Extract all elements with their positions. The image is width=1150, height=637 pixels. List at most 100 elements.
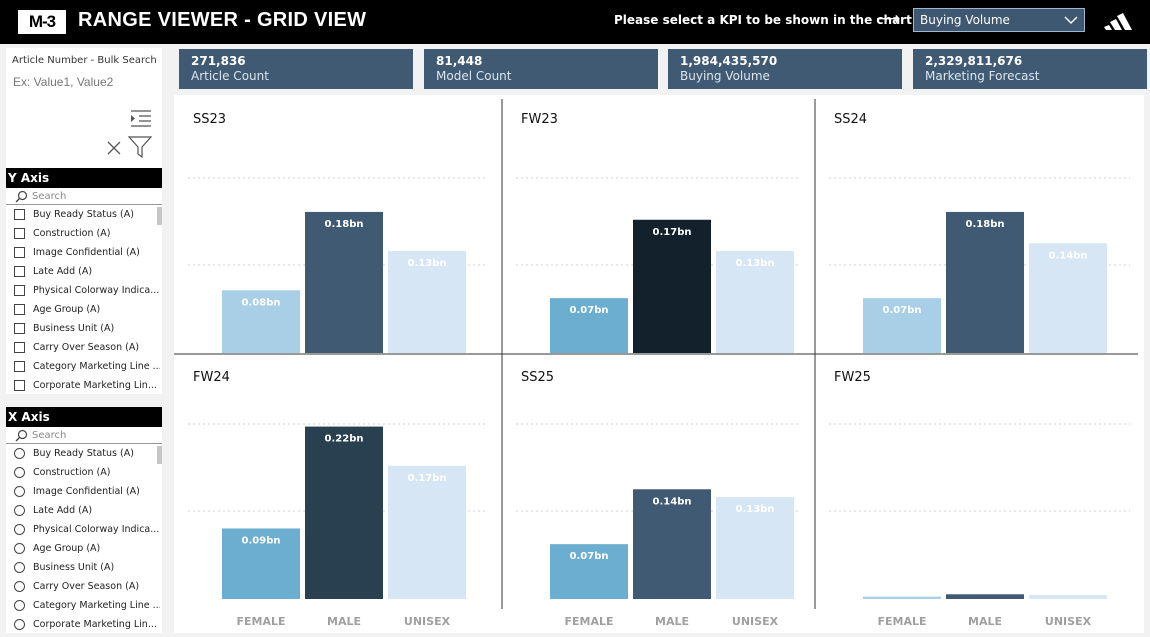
data-label: 0.07bn (883, 305, 922, 316)
y-axis-item-label: Corporate Marketing Lin... (33, 380, 157, 391)
radio-button[interactable] (14, 448, 25, 459)
bar-unisex (388, 251, 466, 353)
data-label: 0.13bn (736, 258, 775, 269)
sidebar: Article Number - Bulk Search Ex: Value1,… (0, 44, 168, 633)
category-tick-label: MALE (655, 615, 689, 628)
radio-button[interactable] (14, 543, 25, 554)
data-label: 0.09bn (242, 535, 281, 546)
kpi-label: Article Count (191, 69, 269, 83)
data-label: 0.17bn (653, 227, 692, 238)
data-label: 0.18bn (966, 219, 1005, 230)
radio-button[interactable] (14, 600, 25, 611)
clear-icon[interactable] (106, 140, 122, 156)
x-axis-item[interactable]: Carry Over Season (A) (6, 577, 160, 596)
y-axis-item-label: Category Marketing Line ... (33, 361, 160, 372)
y-axis-item-label: Construction (A) (33, 228, 111, 239)
data-label: 0.14bn (1049, 250, 1088, 261)
x-axis-item[interactable]: Construction (A) (6, 463, 160, 482)
kpi-card-marketing-forecast: 2,329,811,676 Marketing Forecast (908, 49, 1147, 89)
checkbox[interactable] (14, 228, 25, 239)
bar-female (222, 528, 300, 599)
y-axis-item[interactable]: Corporate Marketing Lin... (6, 376, 160, 395)
y-axis-item[interactable]: Construction (A) (6, 224, 160, 243)
x-axis-item-label: Buy Ready Status (A) (33, 448, 134, 459)
data-label: 0.08bn (242, 297, 281, 308)
y-axis-item[interactable]: Age Group (A) (6, 300, 160, 319)
kpi-dropdown[interactable]: Buying Volume (913, 8, 1085, 32)
list-indent-icon[interactable] (130, 108, 152, 128)
y-axis-item[interactable]: Category Marketing Line ... (6, 357, 160, 376)
panel-title: SS25 (521, 370, 554, 385)
checkbox[interactable] (14, 285, 25, 296)
bar-male (946, 594, 1024, 599)
radio-button[interactable] (14, 562, 25, 573)
checkbox[interactable] (14, 266, 25, 277)
x-axis-search-placeholder: Search (32, 430, 67, 441)
x-axis-item[interactable]: Image Confidential (A) (6, 482, 160, 501)
radio-button[interactable] (14, 619, 25, 630)
kpi-label: Model Count (436, 69, 512, 83)
bar-unisex (716, 497, 794, 599)
kpi-card-article-count: 271,836 Article Count (174, 49, 413, 89)
kpi-prompt-label: Please select a KPI to be shown in the c… (614, 13, 912, 27)
checkbox[interactable] (14, 209, 25, 220)
bar-female (222, 290, 300, 353)
checkbox[interactable] (14, 380, 25, 391)
checkbox[interactable] (14, 361, 25, 372)
panel-title: FW25 (834, 370, 871, 385)
x-axis-item[interactable]: Age Group (A) (6, 539, 160, 558)
y-axis-item[interactable]: Carry Over Season (A) (6, 338, 160, 357)
radio-button[interactable] (14, 505, 25, 516)
x-axis-item-label: Construction (A) (33, 467, 111, 478)
data-label: 0.22bn (325, 434, 364, 445)
bulk-search-title: Article Number - Bulk Search (12, 55, 157, 66)
data-label: 0.13bn (408, 258, 447, 269)
y-axis-panel: Y Axis Search Buy Ready Status (A) Const… (6, 168, 162, 394)
arrow-right-icon: ⟶ (876, 9, 901, 29)
x-axis-item[interactable]: Business Unit (A) (6, 558, 160, 577)
x-axis-item-label: Carry Over Season (A) (33, 581, 140, 592)
y-axis-item[interactable]: Buy Ready Status (A) (6, 205, 160, 224)
x-axis-item[interactable]: Corporate Marketing Lin... (6, 615, 160, 634)
y-axis-search[interactable]: Search (6, 188, 162, 205)
y-axis-list: Buy Ready Status (A) Construction (A) Im… (6, 205, 162, 395)
kpi-label: Marketing Forecast (925, 69, 1040, 83)
checkbox[interactable] (14, 304, 25, 315)
x-axis-item[interactable]: Late Add (A) (6, 501, 160, 520)
y-axis-scrollbar[interactable] (157, 207, 162, 225)
x-axis-item[interactable]: Buy Ready Status (A) (6, 444, 160, 463)
panel-title: FW23 (521, 112, 558, 127)
radio-button[interactable] (14, 524, 25, 535)
y-axis-item[interactable]: Late Add (A) (6, 262, 160, 281)
y-axis-item[interactable]: Image Confidential (A) (6, 243, 160, 262)
radio-button[interactable] (14, 467, 25, 478)
checkbox[interactable] (14, 323, 25, 334)
y-axis-item[interactable]: Business Unit (A) (6, 319, 160, 338)
x-axis-item[interactable]: Category Marketing Line ... (6, 596, 160, 615)
y-axis-item-label: Business Unit (A) (33, 323, 115, 334)
category-tick-label: UNISEX (1045, 615, 1092, 628)
bar-male (633, 219, 711, 353)
bar-female (863, 298, 941, 353)
bar-unisex (1029, 595, 1107, 599)
data-label: 0.13bn (736, 504, 775, 515)
radio-button[interactable] (14, 486, 25, 497)
x-axis-item-label: Category Marketing Line ... (33, 600, 160, 611)
small-multiples-chart: SS23 0.08bn 0.18bn 0.13bn FW23 0.07bn 0.17bn 0.… (174, 99, 1138, 628)
checkbox[interactable] (14, 342, 25, 353)
radio-button[interactable] (14, 581, 25, 592)
x-axis-scrollbar[interactable] (157, 446, 162, 464)
panel-title: FW24 (193, 370, 230, 385)
app-logo: M-3 (18, 10, 66, 34)
y-axis-item-label: Late Add (A) (33, 266, 93, 277)
x-axis-search[interactable]: Search (6, 427, 162, 444)
y-axis-item-label: Image Confidential (A) (33, 247, 140, 258)
bulk-search-input[interactable]: Ex: Value1, Value2 (13, 75, 114, 89)
y-axis-item-label: Carry Over Season (A) (33, 342, 140, 353)
y-axis-item[interactable]: Physical Colorway Indica... (6, 281, 160, 300)
x-axis-item[interactable]: Physical Colorway Indica... (6, 520, 160, 539)
checkbox[interactable] (14, 247, 25, 258)
category-tick-label: FEMALE (564, 615, 613, 628)
top-bar: M-3 RANGE VIEWER - GRID VIEW Please sele… (0, 0, 1150, 44)
filter-icon[interactable] (128, 136, 152, 158)
